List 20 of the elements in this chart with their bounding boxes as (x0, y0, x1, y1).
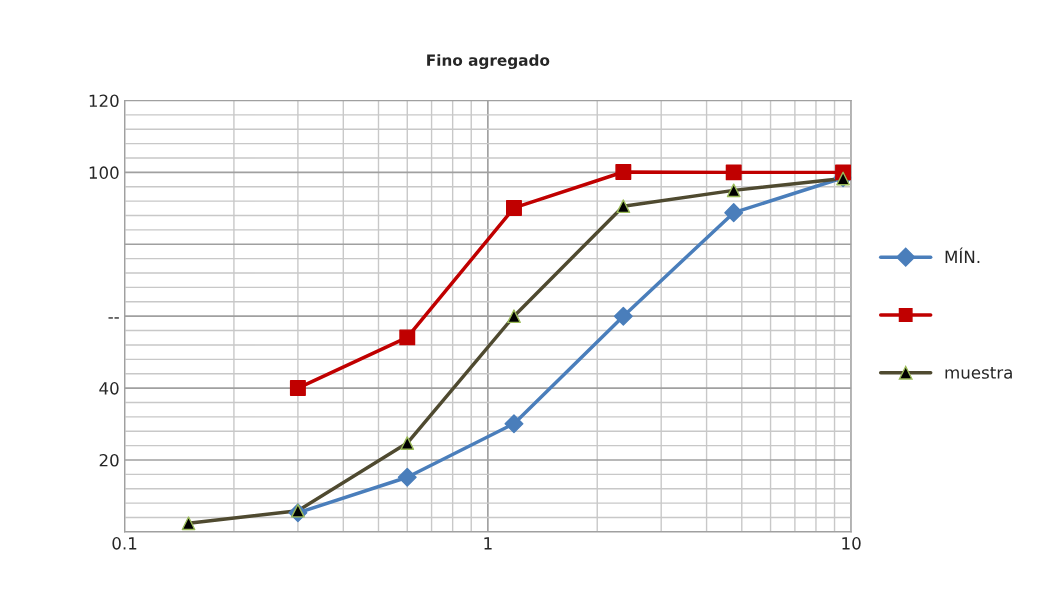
x-tick-label: 10 (842, 537, 861, 550)
x-tick-label: 0.1 (112, 537, 137, 550)
point (725, 164, 742, 181)
legend-label: MÍN. (945, 247, 980, 263)
chart-title: Fino agregado (427, 54, 550, 70)
point (397, 467, 417, 487)
legend-label: muestra (945, 366, 1012, 379)
y-tick-label: 120 (89, 94, 119, 108)
point (504, 414, 524, 434)
y-tick-label: 20 (99, 453, 119, 467)
point (724, 203, 744, 223)
point (613, 306, 633, 326)
y-tick-label: 40 (99, 382, 119, 395)
x-tick-label: 1 (484, 537, 492, 550)
point (289, 380, 306, 397)
point (399, 329, 416, 346)
y-tick-label: -- (108, 317, 119, 319)
point (615, 164, 632, 180)
y-tick-label: 100 (89, 166, 119, 179)
point (505, 199, 522, 216)
